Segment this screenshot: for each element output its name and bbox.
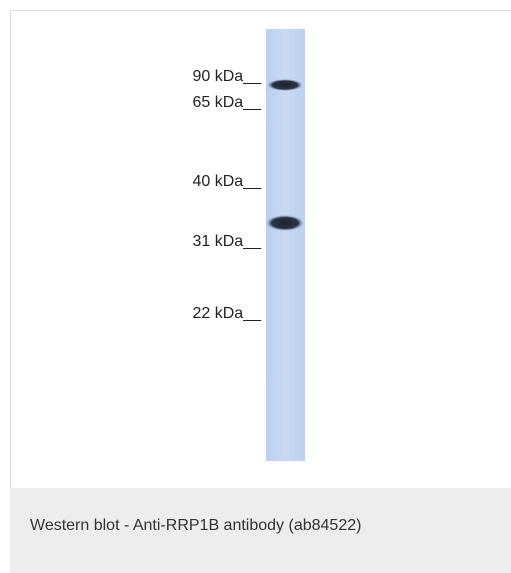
marker-label: 22 kDa__ — [193, 305, 263, 322]
caption: Western blot - Anti-RRP1B antibody (ab84… — [30, 517, 361, 535]
caption-box: Western blot - Anti-RRP1B antibody (ab84… — [10, 488, 511, 573]
lane — [266, 29, 305, 461]
marker-label: 31 kDa__ — [193, 233, 263, 250]
marker-label: 40 kDa__ — [193, 173, 263, 190]
marker-label: 65 kDa__ — [193, 94, 263, 111]
band — [267, 79, 303, 91]
marker-label: 90 kDa__ — [193, 68, 263, 85]
blot-image: 90 kDa__ 65 kDa__ 40 kDa__ 31 kDa__ 22 k… — [11, 11, 511, 489]
page: 90 kDa__ 65 kDa__ 40 kDa__ 31 kDa__ 22 k… — [0, 0, 511, 573]
band — [266, 215, 304, 231]
